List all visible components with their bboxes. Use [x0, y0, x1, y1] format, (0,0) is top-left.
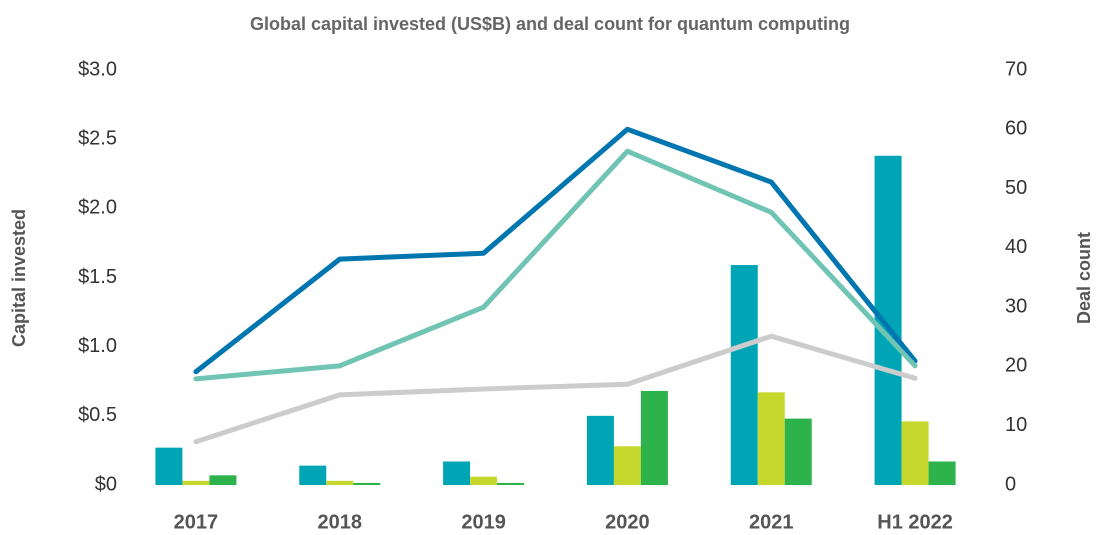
y-tick-label: $0.5: [78, 404, 117, 426]
bar: [586, 415, 614, 485]
y2-tick-label: 40: [1005, 236, 1027, 258]
bar: [730, 265, 758, 485]
bar: [784, 418, 812, 485]
bar: [299, 465, 327, 485]
x-tick-label: 2018: [318, 511, 363, 533]
bar: [182, 480, 210, 485]
bar: [470, 476, 498, 485]
bar: [209, 475, 237, 485]
y-tick-label: $0: [95, 473, 117, 495]
bar: [757, 392, 785, 485]
y-tick-label: $3.0: [78, 58, 117, 80]
y2-tick-label: 70: [1005, 58, 1027, 80]
y2-tick-label: 30: [1005, 295, 1027, 317]
line: [193, 126, 918, 375]
x-tick-label: 2021: [749, 511, 794, 533]
bar: [640, 390, 668, 485]
x-tick-label: H1 2022: [877, 511, 953, 533]
y2-tick-label: 50: [1005, 177, 1027, 199]
y2-tick-label: 60: [1005, 118, 1027, 140]
bar: [613, 446, 641, 485]
bar: [901, 421, 929, 485]
y2-tick-label: 10: [1005, 414, 1027, 436]
bar: [443, 461, 471, 485]
bar: [874, 155, 902, 485]
y-axis-label: Capital invested: [9, 209, 29, 347]
y-tick-label: $1.5: [78, 266, 117, 288]
y-tick-label: $2.5: [78, 127, 117, 149]
y-tick-label: $2.0: [78, 197, 117, 219]
bar: [326, 480, 354, 485]
y2-tick-label: 0: [1005, 473, 1016, 495]
y-tick-label: $1.0: [78, 335, 117, 357]
x-tick-label: 2020: [605, 511, 650, 533]
bar: [155, 447, 183, 485]
line: [193, 148, 918, 382]
bar: [497, 482, 525, 485]
bar: [353, 482, 381, 485]
y2-tick-label: 20: [1005, 355, 1027, 377]
x-tick-label: 2017: [174, 511, 219, 533]
y2-axis-label: Deal count: [1074, 232, 1094, 324]
bar: [928, 461, 956, 485]
chart-title: Global capital invested (US$B) and deal …: [250, 14, 850, 34]
x-tick-label: 2019: [461, 511, 506, 533]
line: [193, 333, 918, 445]
